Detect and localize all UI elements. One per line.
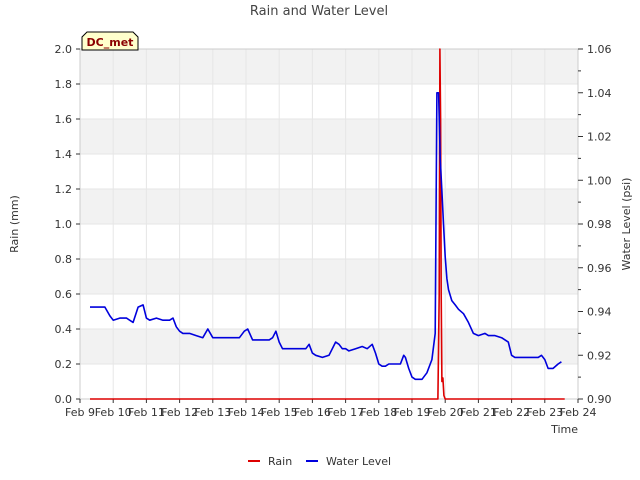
left-axis: 0.0 0.2 0.4 0.6 0.8 1.0 1.2 1.4 1.6 1.8 2.0	[55, 43, 81, 406]
y2-axis-title: Water Level (psi)	[620, 178, 633, 271]
y-tick-label: 0.2	[55, 358, 73, 371]
y2-tick-label: 1.00	[587, 174, 612, 187]
x-tick-label: Feb 24	[560, 406, 597, 419]
y-tick-label: 1.0	[55, 218, 73, 231]
right-axis: 0.90 0.92 0.94 0.96 0.98 1.00 1.02 1.04 1.06	[578, 43, 612, 406]
plot-bands	[80, 49, 578, 364]
x-tick-label: Feb 10	[95, 406, 132, 419]
y-tick-label: 0.8	[55, 253, 73, 266]
x-tick-label: Feb 23	[526, 406, 563, 419]
y2-tick-label: 0.96	[587, 262, 612, 275]
x-tick-label: Feb 12	[161, 406, 198, 419]
y2-tick-label: 0.92	[587, 349, 612, 362]
x-tick-label: Feb 19	[394, 406, 431, 419]
x-tick-label: Feb 11	[128, 406, 165, 419]
y-tick-label: 0.6	[55, 288, 73, 301]
site-badge: DC_met	[82, 32, 138, 50]
y2-tick-label: 0.98	[587, 218, 612, 231]
y-tick-label: 0.0	[55, 393, 73, 406]
y-axis-title: Rain (mm)	[8, 195, 21, 253]
x-axis-title: Time	[550, 423, 578, 436]
y-tick-label: 1.6	[55, 113, 73, 126]
plot-band	[80, 259, 578, 294]
y-tick-label: 1.4	[55, 148, 73, 161]
plot-band	[80, 189, 578, 224]
x-axis: Feb 9Feb 10Feb 11Feb 12Feb 13Feb 14Feb 1…	[65, 399, 596, 419]
legend: Rain Water Level	[248, 455, 391, 468]
x-tick-label: Feb 21	[460, 406, 497, 419]
legend-label: Rain	[268, 455, 292, 468]
chart-title: Rain and Water Level	[250, 4, 388, 19]
site-badge-label: DC_met	[87, 36, 134, 49]
plot-band	[80, 329, 578, 364]
y-tick-label: 1.8	[55, 78, 73, 91]
x-tick-label: Feb 17	[327, 406, 364, 419]
y2-tick-label: 0.94	[587, 306, 612, 319]
plot-band	[80, 49, 578, 84]
plot-band	[80, 119, 578, 154]
y2-tick-label: 0.90	[587, 393, 612, 406]
x-tick-label: Feb 9	[65, 406, 95, 419]
x-tick-label: Feb 14	[228, 406, 265, 419]
y-tick-label: 2.0	[55, 43, 73, 56]
y-tick-label: 1.2	[55, 183, 73, 196]
legend-label: Water Level	[326, 455, 391, 468]
x-tick-label: Feb 15	[261, 406, 298, 419]
x-tick-label: Feb 16	[294, 406, 331, 419]
y2-tick-label: 1.02	[587, 131, 612, 144]
y2-tick-label: 1.04	[587, 87, 612, 100]
y2-tick-label: 1.06	[587, 43, 612, 56]
x-tick-label: Feb 22	[493, 406, 530, 419]
x-tick-label: Feb 18	[360, 406, 397, 419]
x-tick-label: Feb 20	[427, 406, 464, 419]
x-tick-label: Feb 13	[194, 406, 231, 419]
y-tick-label: 0.4	[55, 323, 73, 336]
